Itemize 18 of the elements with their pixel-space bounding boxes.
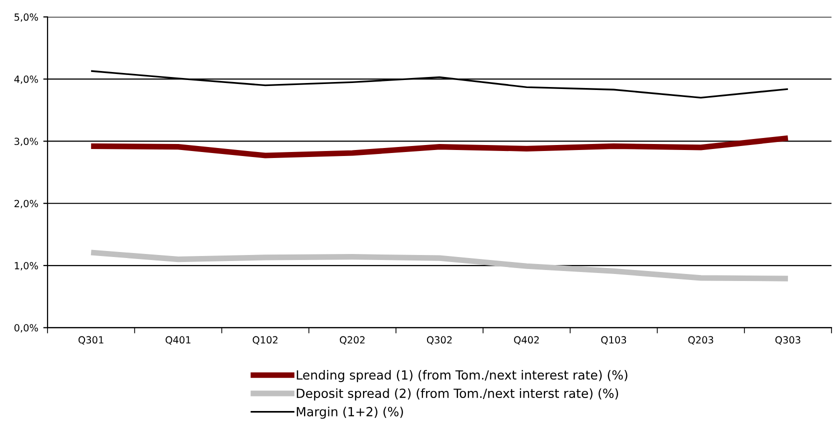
legend-label: Lending spread (1) (from Tom./next interest rate) (%)	[296, 370, 628, 382]
y-tick-label: 0,0%	[14, 324, 38, 332]
x-tick-label: Q303	[775, 336, 800, 345]
y-tick-label: 2,0%	[14, 200, 38, 208]
x-tick-label: Q202	[340, 336, 365, 345]
y-tick-label: 5,0%	[14, 13, 38, 22]
x-tick-label: Q203	[688, 336, 714, 345]
y-tick-label: 4,0%	[14, 76, 38, 84]
x-tick-label: Q301	[78, 336, 104, 345]
x-tick-label: Q402	[514, 336, 539, 345]
legend-label: Deposit spread (2) (from Tom./next interst rate) (%)	[296, 388, 618, 400]
x-tick-label: Q102	[252, 336, 278, 345]
y-tick-label: 1,0%	[14, 262, 38, 270]
x-tick-label: Q302	[426, 336, 452, 345]
legend-label: Margin (1+2) (%)	[296, 406, 403, 419]
x-tick-label: Q401	[166, 336, 190, 345]
y-tick-label: 3,0%	[14, 138, 38, 146]
x-tick-label: Q103	[601, 336, 626, 345]
